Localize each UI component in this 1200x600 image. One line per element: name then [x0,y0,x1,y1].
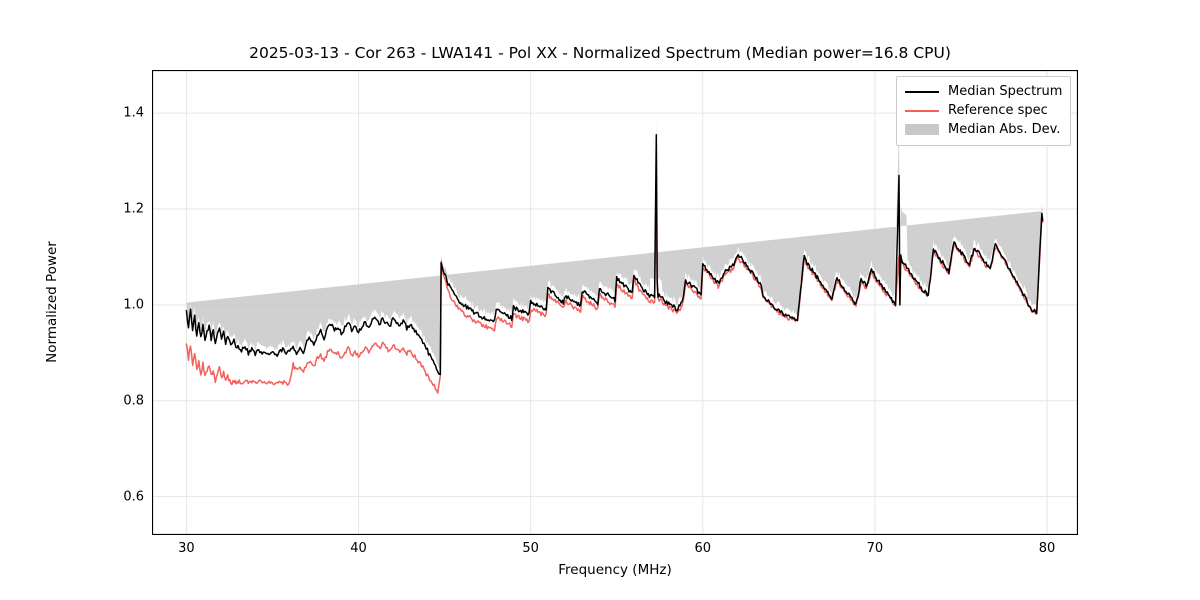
x-tick-label: 60 [694,541,712,556]
x-axis-tick-labels: 30 40 50 60 70 80 [152,541,1078,561]
y-tick-label: 1.2 [123,201,144,217]
x-tick-label: 80 [1038,541,1056,556]
plot-frame [152,70,1078,535]
chart-legend[interactable]: Median Spectrum Reference spec Median Ab… [896,76,1072,146]
legend-label: Reference spec [948,103,1048,118]
legend-patch-icon-mad [905,124,939,135]
y-axis-label: Normalized Power [44,241,60,363]
legend-line-icon-reference [905,104,939,118]
y-axis-tick-labels: 0.6 0.8 1.0 1.2 1.4 [98,70,144,535]
x-tick-label: 70 [866,541,884,556]
y-tick-label: 1.4 [123,105,144,121]
legend-item-median-abs-dev: Median Abs. Dev. [905,120,1062,139]
legend-item-reference-spec: Reference spec [905,101,1062,120]
x-tick-label: 50 [522,541,539,556]
legend-label: Median Spectrum [948,84,1063,99]
x-tick-label: 30 [178,541,195,556]
y-tick-label: 1.0 [123,297,144,313]
y-tick-label: 0.6 [123,489,144,505]
y-tick-label: 0.8 [123,393,144,409]
x-tick-label: 40 [350,541,367,556]
legend-item-median-spectrum: Median Spectrum [905,82,1062,101]
spectrum-plot [152,70,1078,535]
plot-area [152,70,1078,535]
legend-label: Median Abs. Dev. [948,122,1061,137]
page-title: 2025-03-13 - Cor 263 - LWA141 - Pol XX -… [249,44,951,62]
legend-line-icon-median [905,85,939,99]
median-abs-dev-band [186,117,1043,369]
median-spectrum-line [185,133,1044,376]
x-axis-label: Frequency (MHz) [558,562,672,578]
reference-spec-line [185,173,1044,394]
